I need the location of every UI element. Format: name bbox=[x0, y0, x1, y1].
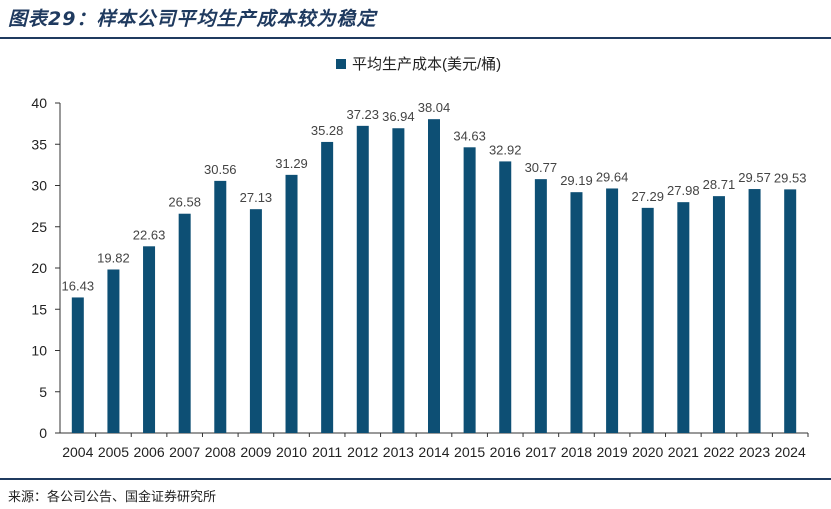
data-label: 32.92 bbox=[489, 142, 522, 157]
data-label: 38.04 bbox=[418, 100, 451, 115]
x-tick-label: 2024 bbox=[775, 444, 806, 460]
data-label: 19.82 bbox=[97, 250, 130, 265]
bar bbox=[356, 125, 369, 433]
x-tick-label: 2022 bbox=[703, 444, 734, 460]
axes: 0 5 10 15 20 25 30 35 40 2004 2005 2006 2007 2008 2009… bbox=[31, 95, 809, 460]
data-label: 27.13 bbox=[240, 190, 273, 205]
data-label: 30.56 bbox=[204, 162, 237, 177]
data-label: 36.94 bbox=[382, 109, 415, 124]
bar bbox=[428, 119, 440, 434]
chart-title: 图表29：样本公司平均生产成本较为稳定 bbox=[8, 8, 377, 30]
y-tick-label: 20 bbox=[31, 260, 47, 276]
y-tick-label: 0 bbox=[39, 425, 47, 441]
data-label: 26.58 bbox=[168, 195, 201, 210]
data-label: 30.77 bbox=[525, 160, 558, 175]
bar bbox=[499, 161, 512, 433]
x-tick-label: 2020 bbox=[632, 444, 663, 460]
x-tick-label: 2012 bbox=[347, 444, 378, 460]
data-label: 22.63 bbox=[133, 227, 166, 242]
x-tick-label: 2014 bbox=[418, 444, 449, 460]
data-label: 34.63 bbox=[453, 128, 486, 143]
top-divider bbox=[0, 37, 831, 39]
y-tick-label: 5 bbox=[39, 384, 47, 400]
bar bbox=[107, 269, 120, 433]
x-tick-label: 2019 bbox=[597, 444, 628, 460]
bar bbox=[606, 188, 619, 433]
y-tick-label: 15 bbox=[31, 301, 47, 317]
bar bbox=[641, 207, 654, 433]
y-tick-label: 10 bbox=[31, 343, 47, 359]
bar bbox=[534, 179, 547, 433]
x-tick-label: 2006 bbox=[133, 444, 164, 460]
y-tick-label: 30 bbox=[31, 178, 47, 194]
x-tick-label: 2009 bbox=[240, 444, 271, 460]
data-label: 29.19 bbox=[560, 173, 593, 188]
data-label: 29.64 bbox=[596, 169, 629, 184]
x-tick-label: 2015 bbox=[454, 444, 485, 460]
x-tick-label: 2010 bbox=[276, 444, 307, 460]
bottom-divider bbox=[0, 478, 831, 480]
x-tick-label: 2004 bbox=[62, 444, 93, 460]
bar bbox=[285, 174, 298, 434]
y-tick-label: 35 bbox=[31, 136, 47, 152]
x-tick-label: 2021 bbox=[668, 444, 699, 460]
source-note: 来源：各公司公告、国金证券研究所 bbox=[8, 490, 217, 505]
data-label: 16.43 bbox=[62, 278, 95, 293]
bar bbox=[143, 246, 156, 433]
bar bbox=[392, 128, 405, 433]
data-label: 31.29 bbox=[275, 156, 308, 171]
x-tick-label: 2017 bbox=[525, 444, 556, 460]
bar bbox=[748, 189, 761, 433]
y-tick-label: 40 bbox=[31, 95, 47, 111]
data-label: 28.71 bbox=[703, 177, 736, 192]
bar bbox=[677, 202, 690, 433]
data-label: 27.29 bbox=[631, 189, 664, 204]
x-tick-label: 2007 bbox=[169, 444, 200, 460]
x-tick-label: 2016 bbox=[490, 444, 521, 460]
x-tick-label: 2005 bbox=[98, 444, 129, 460]
bar bbox=[249, 209, 262, 433]
x-tick-label: 2011 bbox=[312, 444, 342, 460]
bar bbox=[712, 196, 725, 433]
data-label: 37.23 bbox=[346, 107, 379, 122]
data-label: 35.28 bbox=[311, 123, 344, 138]
legend-label: 平均生产成本(美元/桶) bbox=[352, 56, 501, 73]
legend: 平均生产成本(美元/桶) bbox=[336, 56, 501, 73]
bar bbox=[214, 180, 227, 433]
x-tick-label: 2018 bbox=[561, 444, 592, 460]
x-tick-label: 2023 bbox=[739, 444, 770, 460]
legend-swatch bbox=[336, 59, 346, 69]
x-tick-label: 2013 bbox=[383, 444, 414, 460]
data-label: 27.98 bbox=[667, 183, 700, 198]
bar bbox=[463, 147, 476, 433]
data-label: 29.53 bbox=[774, 170, 807, 185]
bar bbox=[178, 213, 191, 433]
y-tick-label: 25 bbox=[31, 219, 47, 235]
bar bbox=[71, 297, 84, 433]
bars bbox=[71, 119, 797, 434]
x-tick-label: 2008 bbox=[205, 444, 236, 460]
bar bbox=[570, 192, 583, 433]
data-label: 29.57 bbox=[738, 170, 771, 185]
bar bbox=[321, 141, 334, 433]
bar bbox=[784, 189, 797, 433]
